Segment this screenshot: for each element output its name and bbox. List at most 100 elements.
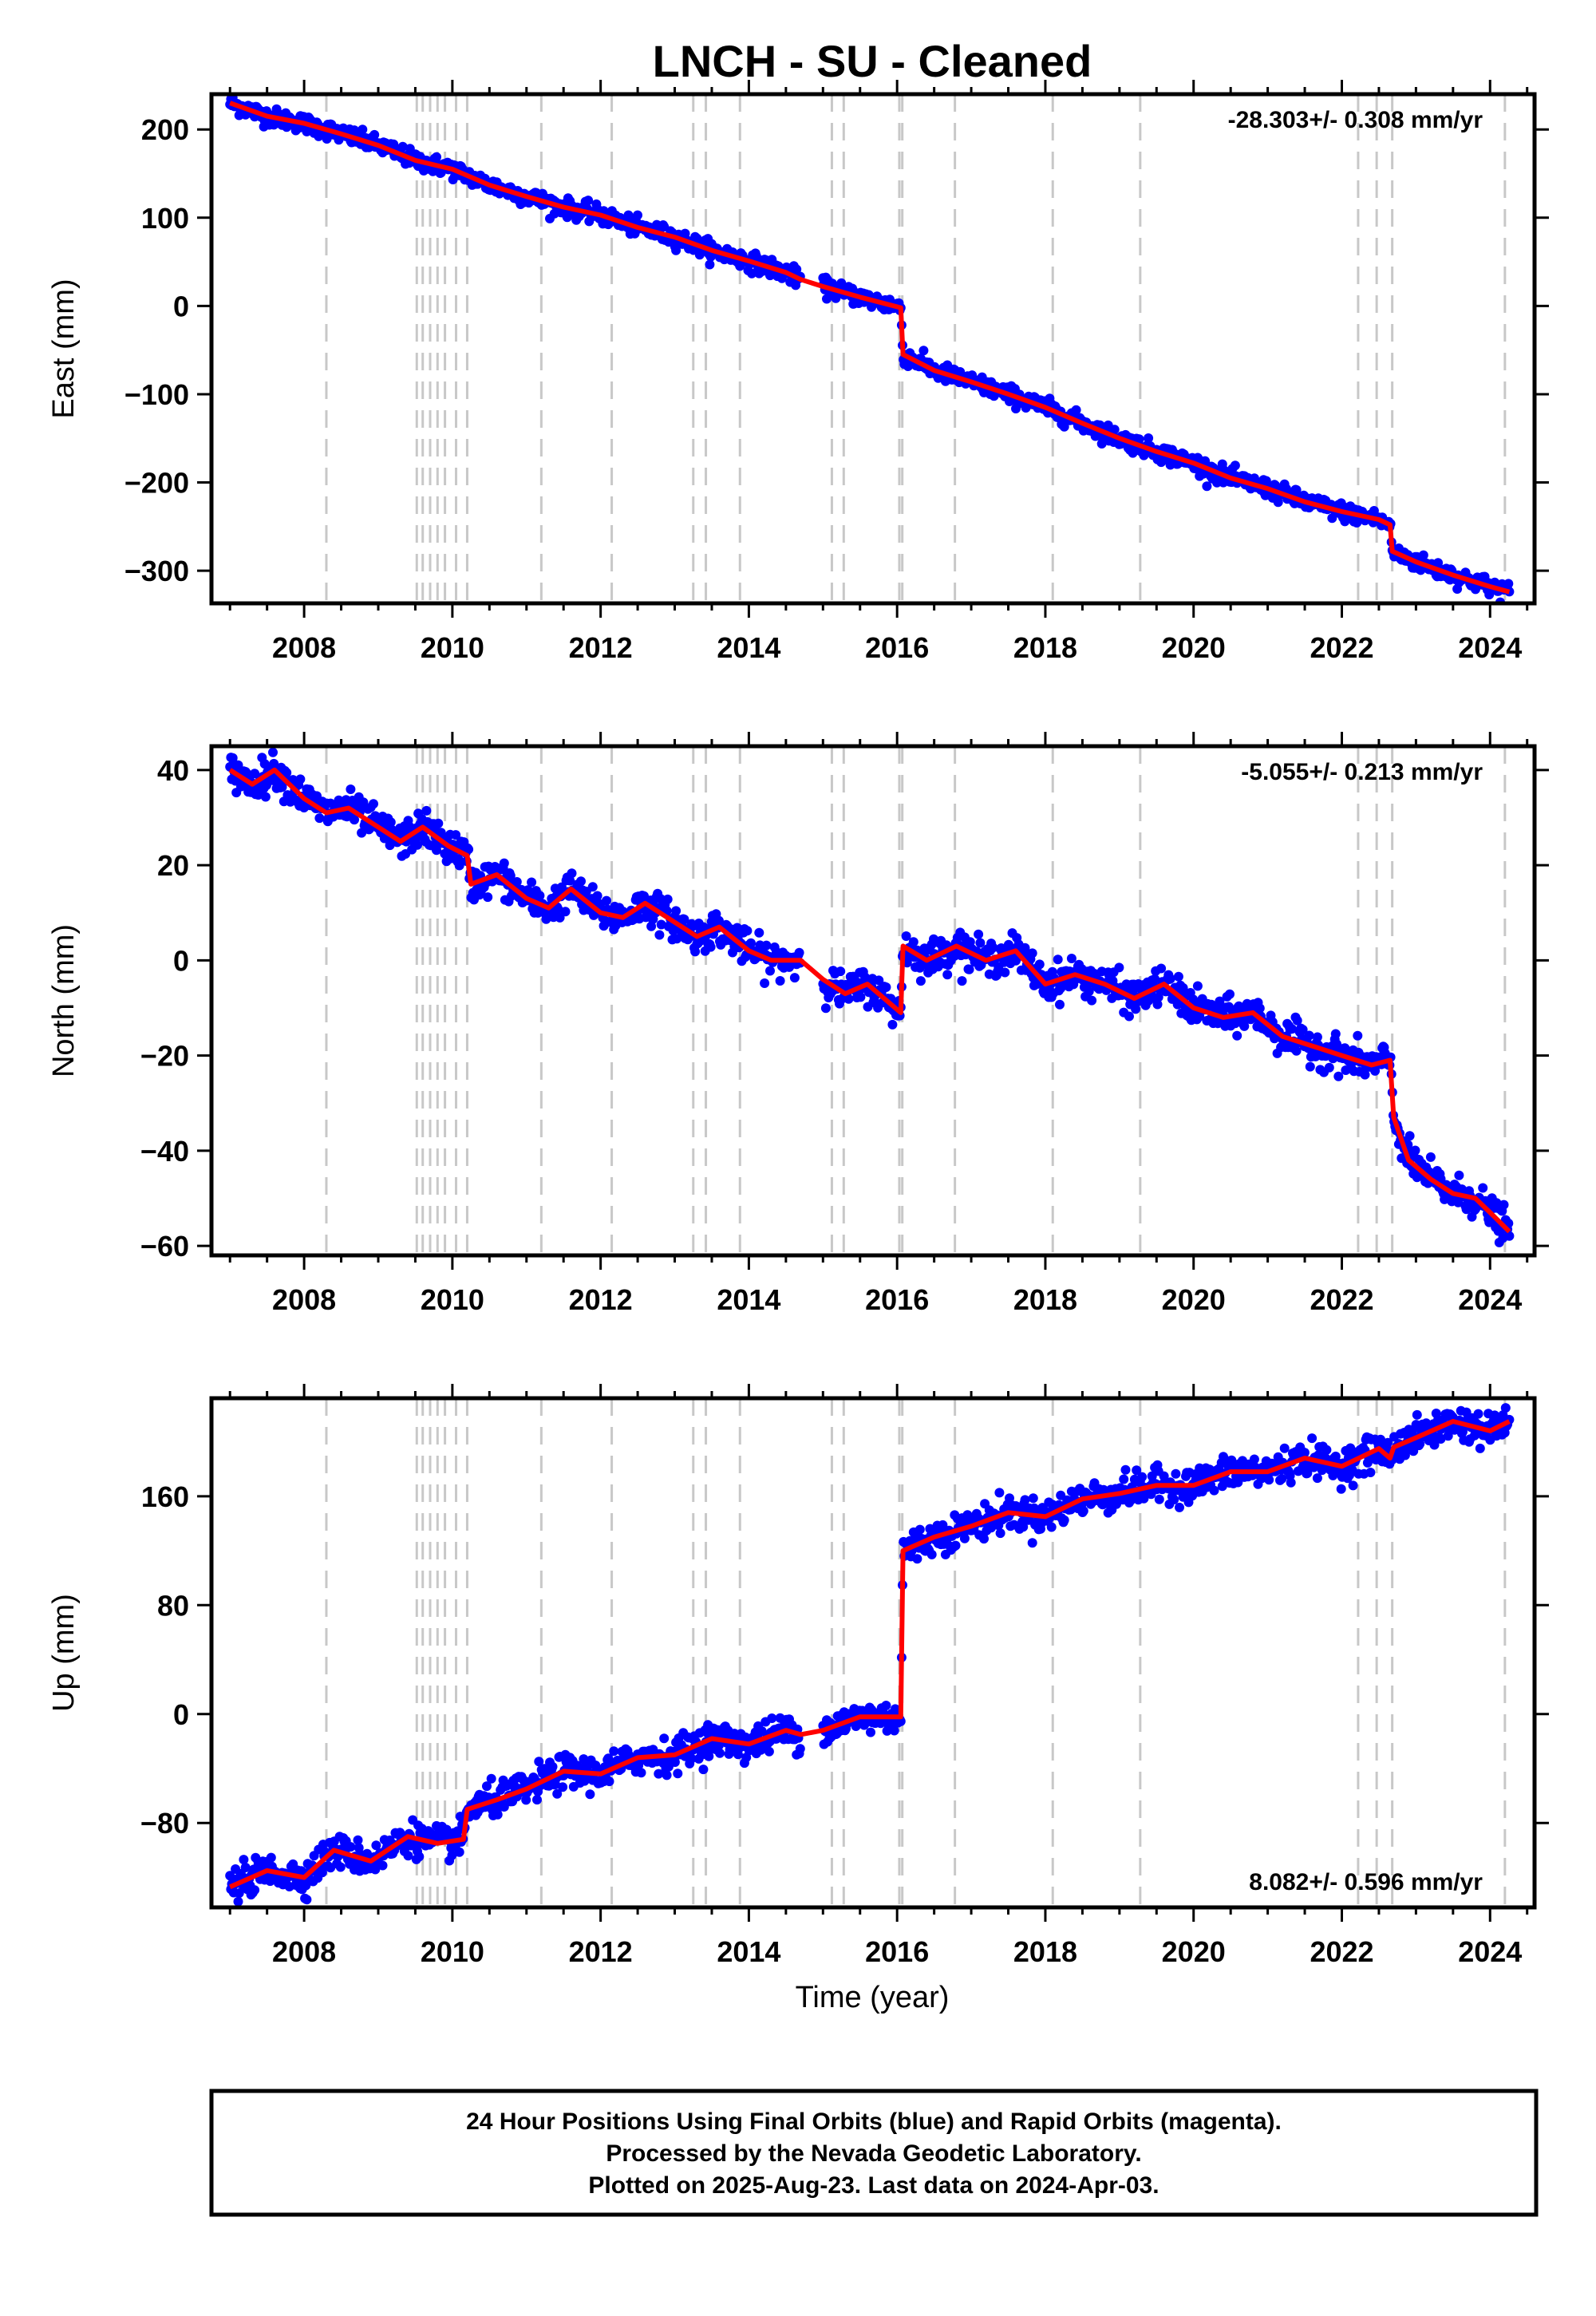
data-point [994, 1488, 1005, 1498]
data-point [679, 914, 689, 924]
data-point [1152, 999, 1163, 1010]
data-point [532, 1795, 542, 1805]
data-point [1084, 986, 1094, 997]
data-point [1173, 971, 1183, 982]
data-point [1109, 425, 1120, 435]
data-point [326, 798, 336, 808]
data-point [1144, 433, 1154, 443]
data-point [1353, 1030, 1363, 1041]
data-point [1400, 1450, 1410, 1460]
data-point [1071, 405, 1081, 415]
x-tick-label: 2014 [717, 631, 780, 664]
data-point [646, 921, 657, 931]
data-point [1277, 1473, 1287, 1484]
y-tick-label: 100 [141, 202, 189, 235]
y-axis-ticks [197, 1495, 1549, 1824]
data-point [874, 975, 884, 986]
x-tick-label: 2022 [1310, 1935, 1373, 1968]
data-point [915, 1524, 925, 1535]
data-point [654, 930, 665, 940]
data-point [335, 1862, 346, 1872]
y-tick-label: 0 [173, 1698, 189, 1731]
data-point [558, 1782, 568, 1792]
data-point [1321, 1445, 1332, 1455]
data-point [492, 1809, 503, 1820]
data-point [609, 1746, 619, 1757]
data-point [1254, 1003, 1265, 1014]
data-point [656, 919, 666, 930]
x-axis-ticks [228, 80, 1529, 618]
data-point [553, 904, 563, 914]
data-point [1348, 1480, 1358, 1491]
data-point [1454, 1170, 1464, 1180]
data-point [995, 1528, 1005, 1539]
y-tick-label: −300 [124, 555, 189, 587]
data-point [1225, 989, 1235, 999]
data-point [552, 1788, 563, 1799]
data-point [317, 1867, 327, 1878]
data-point [447, 1850, 457, 1860]
data-point [421, 805, 432, 816]
data-point [560, 907, 571, 917]
x-tick-label: 2010 [421, 1935, 484, 1968]
data-point [1418, 550, 1428, 560]
data-point [1330, 1029, 1341, 1039]
data-point [1336, 1484, 1346, 1494]
data-point [957, 976, 967, 986]
data-point [585, 1789, 595, 1800]
data-point [295, 774, 306, 785]
x-tick-label: 2010 [421, 631, 484, 664]
data-point [901, 931, 911, 941]
footer-line-3: Plotted on 2025-Aug-23. Last data on 202… [588, 2172, 1159, 2199]
data-point [1279, 1443, 1290, 1453]
data-point [521, 1795, 531, 1805]
y-tick-label: −100 [124, 378, 189, 411]
data-point [454, 860, 464, 871]
data-point [1027, 1538, 1037, 1548]
data-point [942, 970, 953, 980]
data-point [1307, 1433, 1317, 1444]
data-point [1087, 995, 1097, 1006]
data-point [1056, 983, 1066, 994]
data-point [414, 1852, 425, 1862]
data-point [1154, 1494, 1164, 1504]
data-point [1171, 1468, 1181, 1479]
data-point [1478, 1183, 1488, 1193]
y-tick-label: −60 [140, 1230, 189, 1263]
panel-north: 2008 2010 2012 2014 2016 2018 2020 2022 2024 40 20… [47, 732, 1549, 1316]
data-point [866, 1727, 875, 1737]
data-point [912, 1554, 922, 1564]
panel-frame [209, 92, 1537, 606]
data-point [499, 858, 509, 868]
data-point [881, 1701, 891, 1710]
y-axis-ticks [197, 128, 1549, 572]
data-point [1175, 1502, 1184, 1512]
data-point [354, 1843, 364, 1853]
x-tick-label: 2018 [1013, 1283, 1077, 1316]
data-point [268, 747, 278, 757]
data-point [654, 1769, 664, 1779]
data-point [1169, 1495, 1179, 1504]
y-tick-label: −80 [140, 1807, 189, 1840]
data-point [1020, 943, 1030, 953]
data-point [269, 758, 279, 769]
data-point [346, 785, 356, 794]
data-point [1473, 1409, 1483, 1419]
data-point [567, 868, 577, 879]
figure-title: LNCH - SU - Cleaned [653, 36, 1092, 86]
data-point [670, 1757, 680, 1767]
y-tick-label: 20 [157, 849, 189, 882]
data-point [565, 875, 575, 886]
data-point [1034, 959, 1045, 970]
data-point [742, 926, 753, 936]
data-point [604, 1777, 614, 1787]
y-axis-label: East (mm) [47, 279, 81, 418]
data-point [233, 1896, 243, 1907]
data-point [959, 1533, 970, 1543]
footer-line-2: Processed by the Nevada Geodetic Laborat… [606, 2140, 1141, 2167]
data-point [633, 210, 642, 220]
data-point [357, 828, 367, 838]
data-point [794, 947, 804, 958]
footer-line-1: 24 Hour Positions Using Final Orbits (bl… [466, 2109, 1282, 2135]
